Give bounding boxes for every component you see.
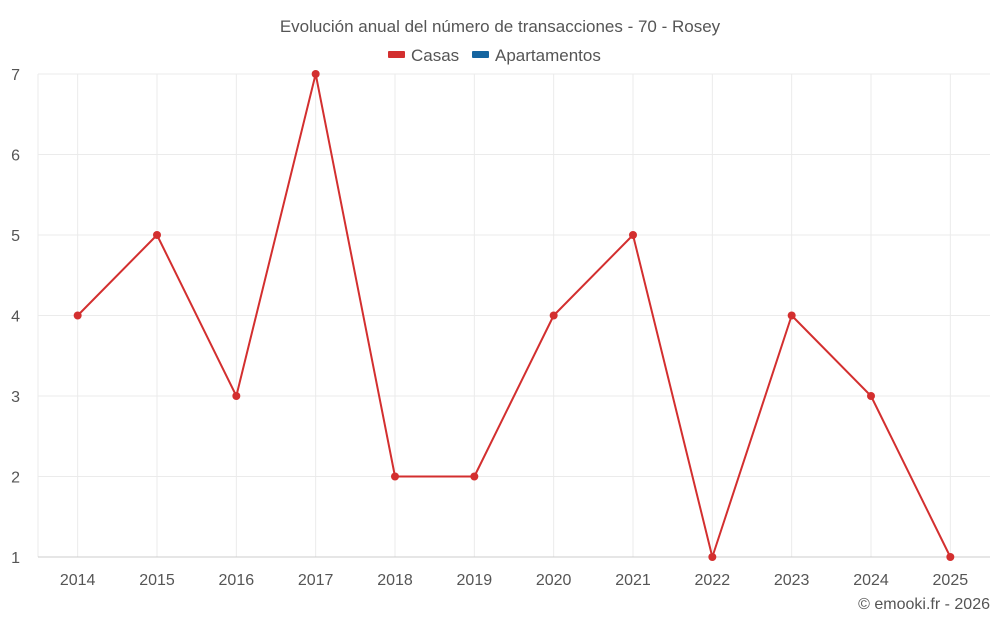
data-point-casas xyxy=(787,311,796,320)
data-point-casas xyxy=(470,472,479,481)
series-layer xyxy=(73,70,955,561)
legend-item-apartamentos[interactable]: Apartamentos xyxy=(472,46,601,65)
data-point-casas xyxy=(549,311,558,320)
x-tick-label: 2024 xyxy=(853,572,889,589)
grid xyxy=(37,73,990,557)
y-tick-label: 5 xyxy=(11,228,20,245)
legend-label-apartamentos: Apartamentos xyxy=(495,46,601,65)
x-tick-label: 2025 xyxy=(933,572,969,589)
x-tick-label: 2022 xyxy=(695,572,731,589)
x-tick-label: 2023 xyxy=(774,572,810,589)
y-tick-label: 6 xyxy=(11,148,20,165)
legend-swatch-casas xyxy=(388,51,405,58)
x-tick-label: 2015 xyxy=(139,572,175,589)
x-tick-label: 2018 xyxy=(377,572,413,589)
y-tick-label: 1 xyxy=(11,550,20,567)
chart-title: Evolución anual del número de transaccio… xyxy=(280,17,721,36)
x-tick-label: 2016 xyxy=(219,572,255,589)
y-tick-label: 2 xyxy=(11,470,20,487)
y-tick-label: 4 xyxy=(11,309,20,326)
data-point-casas xyxy=(629,231,637,239)
data-point-casas xyxy=(708,553,717,561)
data-point-casas xyxy=(311,70,320,78)
data-point-casas xyxy=(232,392,241,400)
data-point-casas xyxy=(153,231,161,239)
y-axis: 1 2 3 4 5 6 7 xyxy=(11,67,20,567)
y-tick-label: 3 xyxy=(11,389,20,406)
x-tick-label: 2017 xyxy=(298,572,334,589)
data-point-casas xyxy=(946,553,955,561)
legend-item-casas[interactable]: Casas xyxy=(388,46,459,65)
credit-text: © emooki.fr - 2026 xyxy=(858,596,990,613)
data-point-casas xyxy=(73,311,82,320)
legend-label-casas: Casas xyxy=(411,46,459,65)
data-point-casas xyxy=(391,472,399,481)
data-point-casas xyxy=(867,392,875,400)
x-tick-label: 2014 xyxy=(60,572,96,589)
y-tick-label: 7 xyxy=(11,67,20,84)
legend: Casas Apartamentos xyxy=(388,46,601,65)
x-tick-label: 2020 xyxy=(536,572,572,589)
x-axis: 2014 2015 2016 2017 2018 2019 2020 2021 2022 2023… xyxy=(38,556,990,589)
series-line-casas xyxy=(76,73,952,558)
legend-swatch-apartamentos xyxy=(472,51,489,58)
x-tick-label: 2019 xyxy=(457,572,493,589)
x-tick-label: 2021 xyxy=(615,572,651,589)
